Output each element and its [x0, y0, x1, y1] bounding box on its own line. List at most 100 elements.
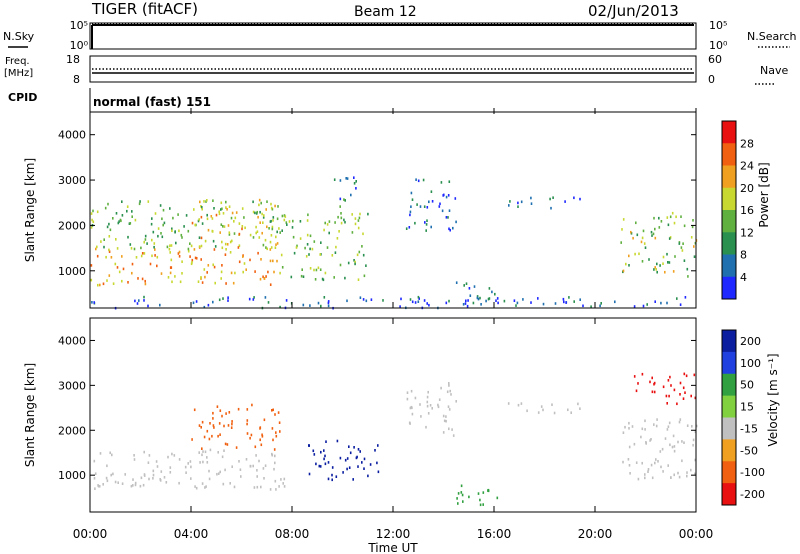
echo-cell — [267, 301, 270, 304]
echo-cell — [374, 449, 376, 452]
echo-cell — [131, 210, 133, 213]
echo-cell — [351, 213, 353, 216]
echo-cell — [201, 222, 204, 225]
echo-cell — [163, 476, 166, 479]
echo-cell — [441, 209, 444, 213]
velocity-colorbar-swatch — [722, 461, 736, 484]
power-colorbar: 4 8 12 16 20 24 28 — [721, 120, 754, 300]
echo-cell — [255, 231, 257, 235]
echo-cell — [127, 281, 129, 284]
echo-cell — [629, 472, 631, 475]
echo-cell — [271, 227, 274, 231]
echo-cell — [280, 253, 283, 257]
echo-cell — [272, 259, 274, 263]
echo-cell — [154, 248, 156, 251]
echo-cell — [151, 238, 153, 242]
echo-cell — [631, 425, 634, 428]
echo-cell — [340, 212, 342, 215]
echo-cell — [437, 403, 439, 407]
echo-cell — [275, 235, 277, 239]
echo-cell — [480, 303, 482, 306]
echo-cell — [417, 295, 420, 299]
x-tick-label: 16:00 — [477, 527, 512, 541]
echo-cell — [91, 218, 93, 222]
echo-cell — [144, 279, 146, 283]
x-tick-label: 12:00 — [376, 527, 411, 541]
echo-cell — [212, 239, 215, 243]
echo-cell — [452, 434, 455, 437]
velocity-colorbar: 200 100 50 15 -15 -50 -100 -200 — [721, 329, 765, 506]
echo-cell — [552, 196, 554, 199]
echo-cell — [143, 473, 146, 476]
echo-cell — [357, 219, 360, 222]
echo-cell — [468, 495, 470, 499]
echo-cell — [104, 206, 107, 210]
echo-cell — [653, 423, 655, 426]
echo-cell — [233, 485, 236, 489]
echo-cell — [633, 442, 636, 446]
echo-cell — [139, 200, 141, 203]
echo-cell — [324, 462, 327, 466]
echo-cell — [354, 262, 356, 266]
echo-cell — [509, 200, 511, 203]
echo-cell — [229, 240, 232, 244]
echo-cell — [183, 225, 185, 228]
echo-cell — [143, 240, 145, 244]
echo-cell — [250, 433, 253, 437]
echo-cell — [410, 205, 412, 208]
echo-cell — [94, 472, 97, 475]
echo-cell — [225, 248, 227, 251]
velocity-y-axis: 1000 2000 3000 4000 — [58, 334, 696, 482]
echo-cell — [270, 246, 273, 249]
echo-cell — [121, 214, 124, 217]
echo-cell — [219, 231, 221, 234]
echo-cell — [269, 259, 272, 263]
echo-cell — [278, 485, 280, 488]
echo-cell — [320, 241, 322, 244]
x-tick-label: 04:00 — [174, 527, 209, 541]
echo-cell — [439, 202, 441, 206]
echo-cell — [416, 203, 418, 206]
echo-cell — [224, 242, 227, 246]
echo-cell — [345, 177, 347, 180]
echo-cell — [296, 244, 298, 248]
echo-cell — [204, 486, 206, 489]
echo-cell — [426, 400, 429, 404]
echo-cell — [551, 403, 553, 406]
echo-cell — [469, 294, 472, 297]
echo-cell — [338, 230, 340, 233]
echo-cell — [228, 233, 231, 236]
echo-cell — [339, 197, 342, 201]
echo-cell — [666, 402, 668, 405]
echo-cell — [112, 472, 114, 476]
echo-cell — [221, 455, 224, 459]
echo-cell — [220, 277, 222, 280]
echo-cell — [239, 468, 242, 471]
echo-cell — [406, 397, 409, 401]
echo-cell — [162, 208, 165, 212]
echo-cell — [565, 301, 567, 304]
echo-cell — [265, 208, 267, 211]
echo-cell — [255, 454, 257, 457]
echo-cell — [327, 461, 330, 464]
y-tick-label: 4000 — [58, 334, 86, 347]
echo-cell — [160, 272, 163, 275]
echo-cell — [445, 216, 448, 219]
echo-cell — [487, 489, 490, 493]
echo-cell — [137, 277, 139, 280]
echo-cell — [157, 227, 160, 230]
echo-cell — [218, 210, 220, 213]
echo-cell — [445, 301, 448, 305]
echo-cell — [677, 471, 679, 475]
echo-cell — [645, 441, 647, 444]
echo-cell — [553, 411, 556, 415]
echo-cell — [482, 503, 484, 506]
echo-cell — [100, 240, 102, 243]
echo-cell — [465, 282, 468, 285]
echo-cell — [140, 246, 142, 250]
echo-cell — [447, 194, 450, 197]
echo-cell — [148, 477, 150, 481]
echo-cell — [654, 461, 656, 465]
echo-cell — [193, 248, 196, 251]
echo-cell — [283, 477, 286, 481]
